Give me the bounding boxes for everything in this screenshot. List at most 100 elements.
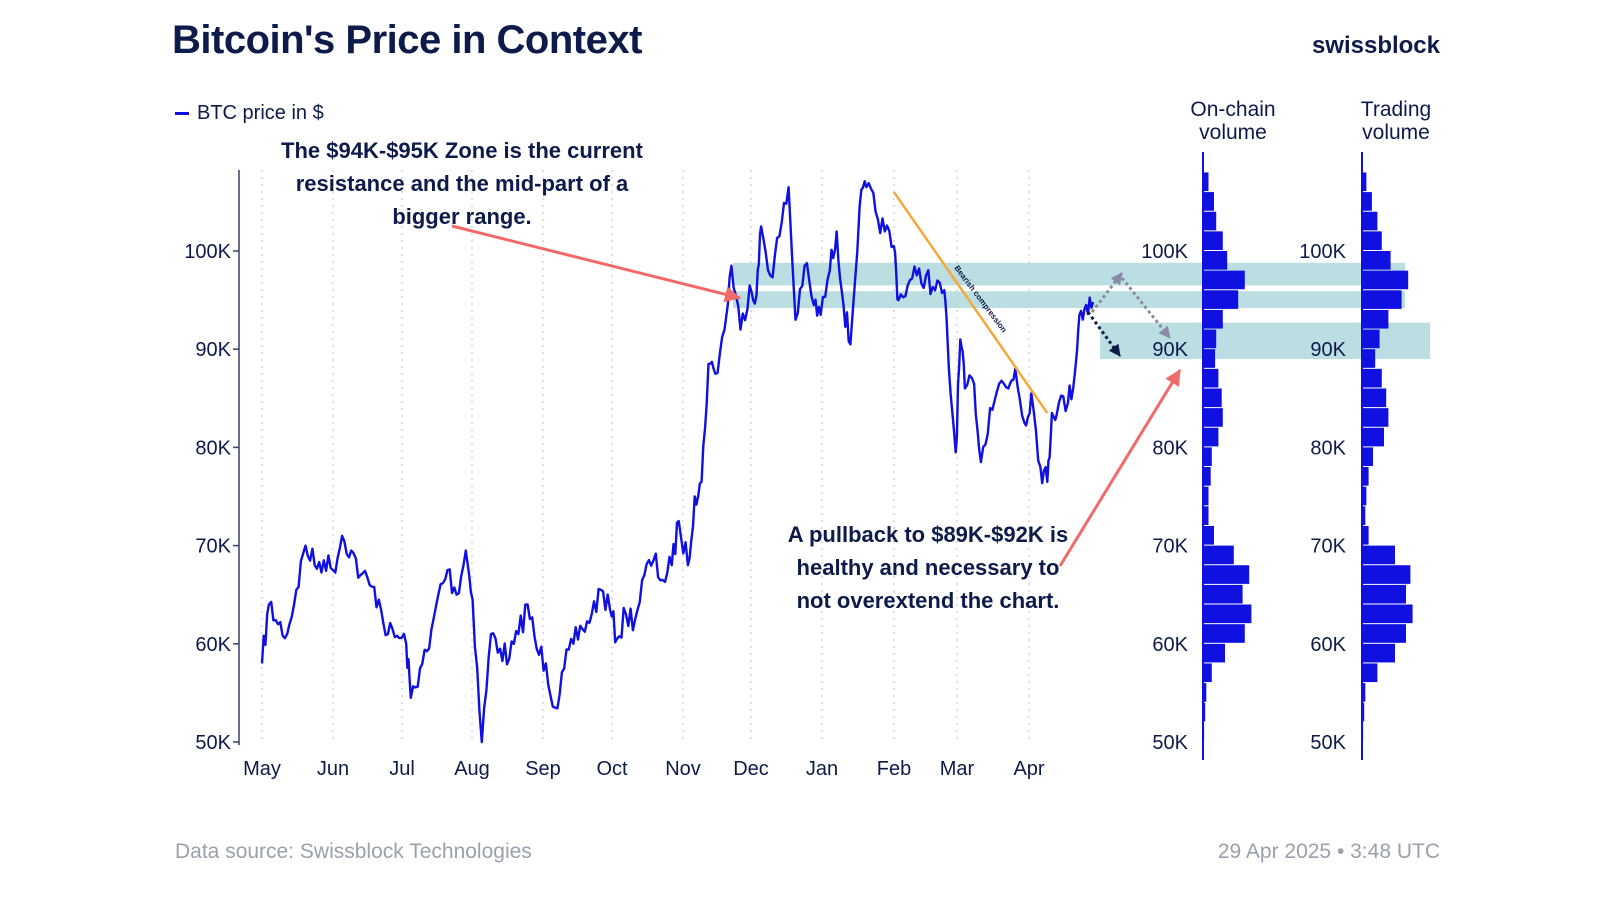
volume-bar xyxy=(1203,408,1223,427)
zone-resistance-upper xyxy=(733,262,1405,286)
volume-bar xyxy=(1362,683,1366,702)
volume-bar xyxy=(1203,427,1219,447)
volume-bar xyxy=(1203,486,1209,506)
trading-volume-header-line: Trading xyxy=(1360,98,1432,121)
volume-bar xyxy=(1203,624,1245,643)
resistance-callout-arrow xyxy=(451,224,741,303)
volume-bar xyxy=(1362,251,1391,270)
trading-volume-profile: 50K 60K 70K 80K 90K 100K xyxy=(1299,152,1413,760)
volume-bar xyxy=(1203,506,1209,525)
legend-line-swatch xyxy=(175,112,189,116)
page-title: Bitcoin's Price in Context xyxy=(172,18,642,62)
volume-bar xyxy=(1203,270,1245,290)
volume-bar xyxy=(1362,368,1382,388)
x-tick-jan: Jan xyxy=(806,758,838,780)
volume-bar xyxy=(1203,192,1214,211)
volume-bar xyxy=(1362,506,1366,525)
legend: BTC price in $ xyxy=(175,102,324,125)
volume-bar xyxy=(1362,525,1369,545)
volume-bar xyxy=(1203,467,1211,486)
up-projection-arrow xyxy=(1090,272,1124,313)
volume-bar xyxy=(1362,408,1389,427)
y-tick-50k: 50K xyxy=(195,732,231,754)
volume-bar xyxy=(1203,525,1214,545)
volume-bar xyxy=(1362,447,1373,467)
volume-bar xyxy=(1362,486,1367,506)
data-source: Data source: Swissblock Technologies xyxy=(175,840,532,863)
volume-bar xyxy=(1203,643,1225,663)
volume-bar xyxy=(1362,349,1376,368)
volume-bar xyxy=(1362,290,1402,309)
volume-bar xyxy=(1362,604,1413,624)
profile-tick-90k: 90K xyxy=(1310,339,1346,361)
x-tick-sep: Sep xyxy=(525,758,561,780)
y-tick-80k: 80K xyxy=(195,437,231,459)
y-tick-100k: 100K xyxy=(184,241,231,263)
volume-bar xyxy=(1203,368,1219,388)
zone-resistance-lower xyxy=(733,291,1405,308)
profile-tick-80k: 80K xyxy=(1310,437,1346,459)
volume-bar xyxy=(1362,309,1389,329)
volume-bar xyxy=(1203,172,1209,192)
profile-tick-100k: 100K xyxy=(1141,241,1188,263)
pullback-annotation: A pullback to $89K-$92K is healthy and n… xyxy=(787,522,1069,613)
volume-bar xyxy=(1362,624,1406,643)
volume-bar xyxy=(1203,565,1250,584)
volume-bar xyxy=(1362,231,1382,250)
trading-volume-header-line: volume xyxy=(1362,121,1430,144)
profile-tick-50k: 50K xyxy=(1310,732,1346,754)
volume-bar xyxy=(1203,349,1216,368)
timestamp: 29 Apr 2025 • 3:48 UTC xyxy=(1217,840,1440,863)
x-tick-may: May xyxy=(243,758,281,780)
x-tick-feb: Feb xyxy=(877,758,911,780)
x-tick-nov: Nov xyxy=(665,758,701,780)
volume-bar xyxy=(1362,192,1372,211)
volume-bar xyxy=(1203,604,1252,624)
profile-tick-80k: 80K xyxy=(1152,437,1188,459)
volume-bar xyxy=(1362,584,1406,604)
volume-bar xyxy=(1203,211,1217,231)
return-projection-arrow xyxy=(1120,277,1172,339)
y-tick-60k: 60K xyxy=(195,634,231,656)
volume-bar xyxy=(1362,172,1367,192)
volume-bar xyxy=(1203,584,1243,604)
bearish-trendline xyxy=(892,191,1049,414)
volume-bar xyxy=(1203,329,1217,349)
x-tick-mar: Mar xyxy=(940,758,975,780)
volume-bar xyxy=(1362,329,1380,349)
volume-bar xyxy=(1203,309,1223,329)
profile-tick-60k: 60K xyxy=(1310,634,1346,656)
volume-bar xyxy=(1203,447,1212,467)
vertical-gridlines xyxy=(261,170,1030,742)
volume-bar xyxy=(1203,663,1212,683)
volume-bar xyxy=(1203,702,1206,722)
volume-bar xyxy=(1362,467,1369,486)
volume-bar xyxy=(1203,388,1222,408)
y-tick-90k: 90K xyxy=(195,339,231,361)
profile-tick-50k: 50K xyxy=(1152,732,1188,754)
volume-bar xyxy=(1362,643,1395,663)
btc-price-line xyxy=(260,180,1095,744)
onchain-volume-header: On-chain volume xyxy=(1163,98,1303,144)
volume-bar xyxy=(1362,565,1411,584)
onchain-volume-header-line: volume xyxy=(1199,121,1267,144)
legend-label: BTC price in $ xyxy=(197,102,324,124)
onchain-volume-header-line: On-chain xyxy=(1190,98,1276,121)
x-tick-jun: Jun xyxy=(317,758,349,780)
volume-bar xyxy=(1203,290,1239,309)
volume-bar xyxy=(1362,702,1365,722)
volume-bar xyxy=(1362,427,1384,447)
profile-tick-60k: 60K xyxy=(1152,634,1188,656)
volume-bar xyxy=(1203,545,1234,565)
profile-tick-70k: 70K xyxy=(1310,536,1346,558)
x-tick-oct: Oct xyxy=(596,758,628,780)
volume-bar xyxy=(1362,211,1378,231)
callout-arrows xyxy=(451,224,1182,567)
volume-bar xyxy=(1362,545,1395,565)
volume-bar xyxy=(1203,251,1228,270)
volume-bar xyxy=(1362,663,1378,683)
projection-arrows xyxy=(1086,272,1172,357)
x-tick-aug: Aug xyxy=(454,758,490,780)
x-tick-apr: Apr xyxy=(1013,758,1044,780)
